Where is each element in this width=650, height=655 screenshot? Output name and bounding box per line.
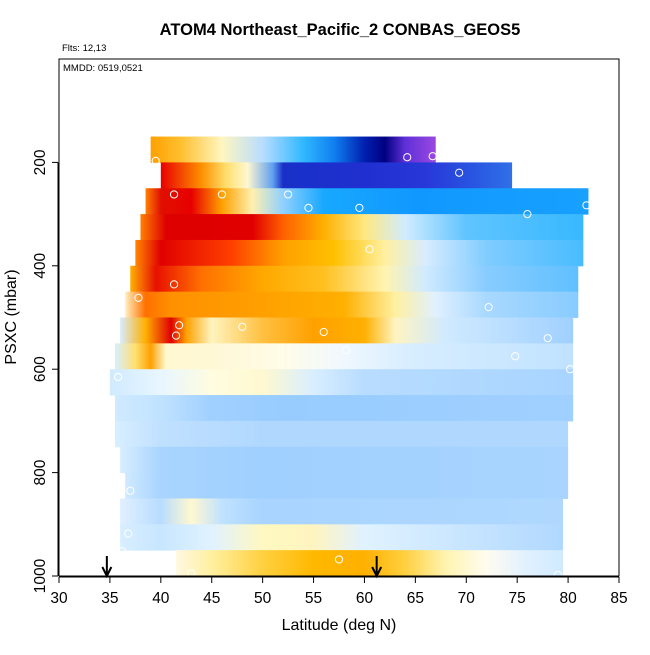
x-tick-label: 40 bbox=[152, 590, 170, 607]
data-point bbox=[113, 372, 123, 382]
dates-label: MMDD: 0519,0521 bbox=[63, 63, 143, 74]
flights-label: Flts: 12,13 bbox=[62, 43, 106, 54]
chart-title: ATOM4 Northeast_Pacific_2 CONBAS_GEOS5 bbox=[160, 21, 521, 39]
data-point bbox=[238, 322, 247, 331]
data-band bbox=[125, 291, 579, 318]
data-point bbox=[283, 190, 293, 199]
data-point bbox=[484, 303, 493, 312]
data-band bbox=[135, 239, 584, 267]
data-band bbox=[120, 524, 563, 551]
axes: 30 35 40 45 50 55 60 65 70 75 80 85 200 400 600 800 1000 bbox=[32, 149, 628, 607]
data-band bbox=[120, 498, 563, 525]
data-band bbox=[109, 369, 574, 396]
data-band bbox=[145, 188, 589, 215]
x-tick-label: 80 bbox=[559, 590, 577, 607]
data-point bbox=[428, 152, 437, 161]
data-point bbox=[151, 156, 160, 165]
surface-arrow bbox=[371, 556, 383, 579]
data-band bbox=[120, 446, 569, 474]
data-band bbox=[160, 162, 513, 189]
data-point bbox=[566, 365, 575, 374]
y-axis-label: PSXC (mbar) bbox=[3, 269, 20, 364]
x-tick-label: 65 bbox=[407, 590, 424, 607]
data-band bbox=[140, 214, 584, 241]
x-tick-label: 60 bbox=[356, 590, 374, 607]
data-point bbox=[455, 168, 464, 177]
data-point bbox=[126, 486, 135, 495]
data-band bbox=[150, 136, 436, 163]
x-tick-label: 85 bbox=[610, 590, 627, 607]
x-tick-label: 70 bbox=[458, 590, 476, 607]
data-band bbox=[120, 317, 574, 344]
data-point bbox=[355, 203, 364, 212]
data-point bbox=[134, 293, 143, 302]
x-tick-label: 55 bbox=[305, 590, 322, 607]
data-band bbox=[115, 420, 569, 448]
data-point bbox=[319, 327, 328, 337]
x-tick-label: 50 bbox=[254, 590, 272, 607]
data-band bbox=[176, 550, 563, 577]
plot-frame bbox=[58, 58, 620, 577]
data-band bbox=[130, 265, 579, 293]
data-point bbox=[365, 245, 374, 254]
data-point bbox=[118, 547, 127, 556]
data-point bbox=[334, 555, 344, 564]
data-point bbox=[553, 570, 563, 580]
data-band bbox=[115, 395, 574, 422]
data-band bbox=[115, 343, 574, 370]
surface-arrows bbox=[101, 556, 383, 579]
data-point bbox=[217, 190, 227, 199]
data-point bbox=[543, 334, 552, 343]
data-points bbox=[113, 152, 591, 580]
x-tick-label: 35 bbox=[101, 590, 118, 607]
y-tick-label: 1000 bbox=[32, 558, 49, 593]
y-tick-label: 200 bbox=[32, 149, 49, 175]
y-tick-label: 800 bbox=[32, 459, 49, 485]
data-point bbox=[169, 280, 179, 289]
data-band bbox=[125, 472, 569, 499]
data-point bbox=[523, 210, 532, 219]
x-axis-label: Latitude (deg N) bbox=[282, 617, 397, 634]
y-tick-label: 400 bbox=[32, 252, 49, 278]
x-tick-label: 75 bbox=[509, 590, 526, 607]
x-tick-label: 45 bbox=[203, 590, 220, 607]
data-point bbox=[342, 345, 351, 355]
data-point bbox=[403, 153, 412, 162]
data-point bbox=[175, 321, 184, 330]
data-bands bbox=[109, 136, 589, 577]
data-point bbox=[169, 190, 179, 199]
data-point bbox=[171, 331, 181, 340]
data-point bbox=[124, 529, 133, 538]
data-point bbox=[582, 201, 591, 210]
data-point bbox=[304, 203, 313, 212]
data-point bbox=[511, 352, 520, 361]
surface-arrow bbox=[101, 556, 113, 579]
y-tick-label: 600 bbox=[32, 356, 49, 382]
x-tick-label: 30 bbox=[50, 590, 68, 607]
